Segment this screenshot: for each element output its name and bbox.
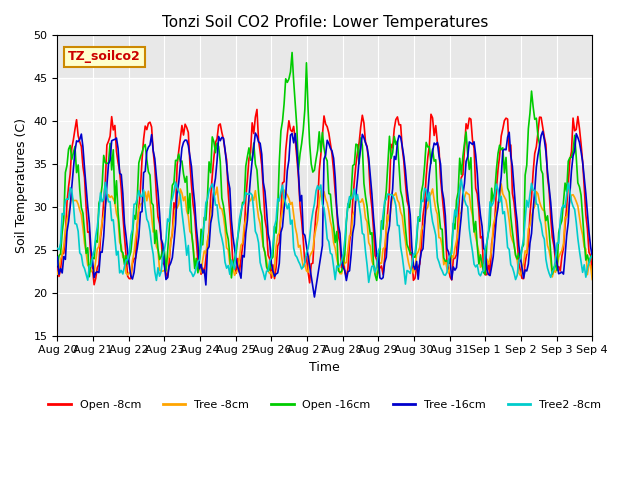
Bar bbox=[58, 78, 592, 164]
Y-axis label: Soil Temperatures (C): Soil Temperatures (C) bbox=[15, 118, 28, 253]
X-axis label: Time: Time bbox=[309, 361, 340, 374]
Title: Tonzi Soil CO2 Profile: Lower Temperatures: Tonzi Soil CO2 Profile: Lower Temperatur… bbox=[162, 15, 488, 30]
Text: TZ_soilco2: TZ_soilco2 bbox=[68, 50, 141, 63]
Legend: Open -8cm, Tree -8cm, Open -16cm, Tree -16cm, Tree2 -8cm: Open -8cm, Tree -8cm, Open -16cm, Tree -… bbox=[44, 395, 605, 414]
